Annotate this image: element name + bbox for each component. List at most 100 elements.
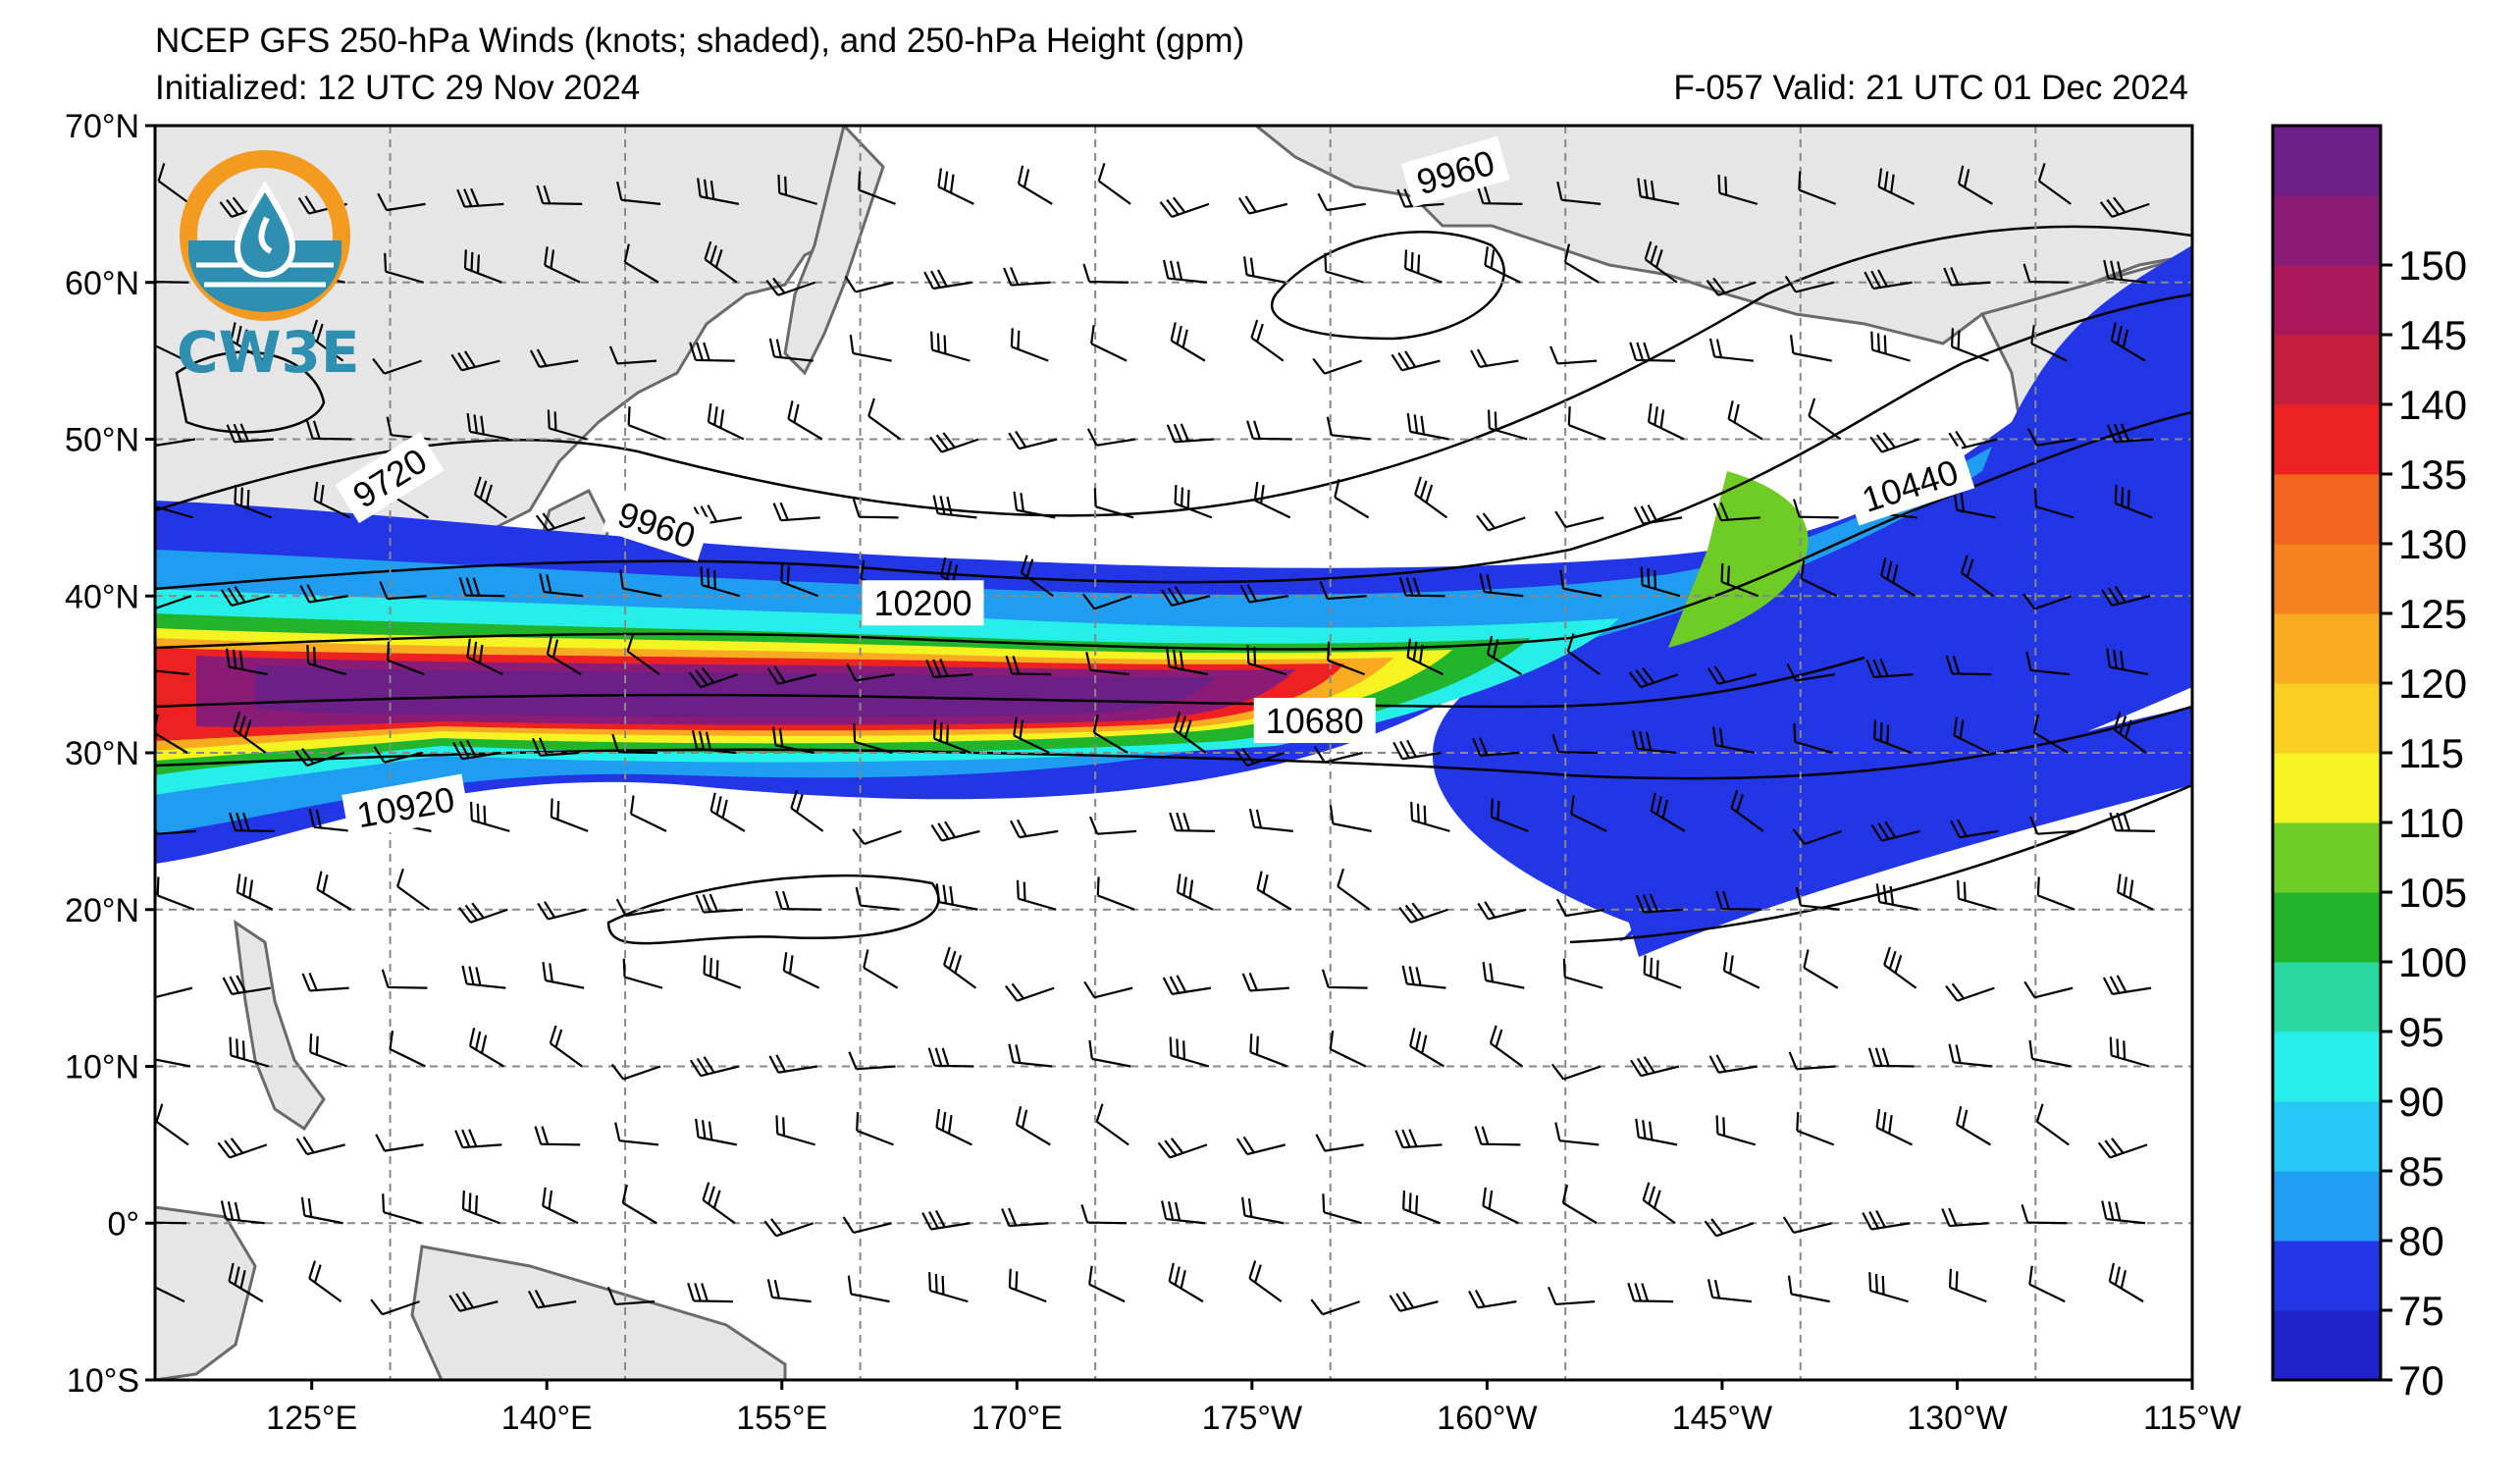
wind-barb	[1792, 499, 1839, 519]
colorbar-tick-label: 150	[2398, 242, 2467, 289]
wind-barb	[1334, 479, 1370, 519]
colorbar-tick-label: 115	[2398, 730, 2464, 776]
wind-barb	[2025, 652, 2071, 676]
wind-barb	[155, 428, 196, 447]
wind-barb	[529, 348, 579, 368]
wind-barb	[1727, 400, 1763, 441]
wind-barb	[1880, 556, 1916, 598]
wind-barb	[1097, 162, 1131, 205]
wind-barb	[1326, 416, 1371, 441]
wind-barb	[2101, 1200, 2146, 1225]
wind-barb	[230, 322, 266, 362]
wind-barb	[1081, 593, 1132, 610]
wind-barb	[921, 1209, 971, 1231]
wind-barb	[1793, 722, 1834, 755]
wind-barb	[157, 162, 191, 205]
wind-barb	[774, 890, 821, 911]
wind-barb	[856, 1112, 894, 1146]
wind-barb	[687, 1282, 733, 1303]
wind-barb	[155, 1221, 186, 1225]
wind-barb	[1787, 1275, 1830, 1303]
wind-barb	[1877, 168, 1916, 205]
wind-barb	[695, 1118, 738, 1146]
wind-barb	[1166, 648, 1209, 676]
wind-barb	[1945, 655, 1992, 676]
colorbar-swatch	[2273, 544, 2381, 614]
wind-barb	[2106, 648, 2149, 676]
wind-barb	[225, 648, 268, 676]
wind-barb	[1329, 1031, 1367, 1068]
wind-barb	[308, 808, 353, 832]
wind-barb	[1083, 980, 1133, 999]
wind-barb	[387, 641, 425, 676]
wind-barb	[1176, 874, 1214, 911]
wind-barb	[458, 902, 508, 924]
wind-barb	[942, 946, 977, 989]
wind-barb	[1632, 730, 1677, 755]
wind-barb	[689, 342, 735, 362]
wind-barb	[2037, 162, 2072, 205]
lon-tick-label: 130°W	[1907, 1400, 2007, 1437]
wind-barb	[535, 512, 586, 532]
wind-barb	[1020, 555, 1054, 598]
wind-barb	[220, 585, 271, 607]
wind-barb	[935, 883, 978, 911]
colorbar-swatch	[2273, 126, 2381, 196]
wind-barb	[707, 403, 745, 441]
longitude-ticks: 125°E 140°E 155°E 170°E 175°W 160°W 145°W 130°W…	[266, 1380, 2241, 1437]
wind-barb	[622, 958, 663, 989]
wind-barb	[867, 397, 902, 441]
wind-barb	[1644, 240, 1678, 284]
wind-barb	[1242, 256, 1286, 284]
wind-barb	[1950, 328, 1989, 362]
wind-barb	[1789, 335, 1832, 362]
wind-barb	[621, 1184, 657, 1225]
wind-barb	[1013, 491, 1056, 519]
wind-barb	[155, 668, 190, 676]
wind-barb	[923, 269, 972, 291]
wind-barb	[1715, 1115, 1757, 1146]
wind-barb	[1784, 275, 1834, 293]
wind-barb	[1487, 409, 1528, 441]
wind-barb	[1322, 1193, 1362, 1225]
lon-tick-label: 175°W	[1202, 1400, 1302, 1437]
wind-barb	[155, 1103, 189, 1146]
wind-barb	[1635, 893, 1684, 914]
colorbar-swatch	[2273, 962, 2381, 1033]
wind-barb	[466, 638, 503, 676]
wind-barb	[1317, 192, 1366, 212]
wind-barb	[468, 1028, 504, 1068]
wind-barb	[932, 495, 977, 519]
svg-text:10680: 10680	[1266, 701, 1364, 741]
wind-barb	[768, 338, 814, 362]
wind-barb	[546, 635, 582, 676]
wind-barb	[848, 1051, 896, 1071]
wind-barb	[1640, 566, 1681, 598]
wind-barb	[1862, 1209, 1911, 1231]
wind-barb	[619, 569, 662, 598]
wind-barb	[2103, 259, 2148, 284]
wind-barb	[310, 319, 344, 362]
wind-barb	[1957, 879, 1997, 911]
wind-barb	[1169, 812, 1215, 832]
wind-barb	[1237, 195, 1288, 215]
wind-barb	[1800, 559, 1838, 598]
wind-barb	[299, 584, 348, 604]
lat-tick-label: 10°N	[65, 1049, 139, 1086]
wind-barb	[1950, 819, 1999, 839]
init-time: Initialized: 12 UTC 29 Nov 2024	[155, 69, 641, 107]
wind-barb	[1086, 428, 1136, 447]
wind-barb	[1162, 259, 1208, 284]
wind-barb	[1708, 338, 1754, 362]
wind-barb	[537, 901, 587, 921]
wind-barb	[1159, 196, 1210, 218]
wind-barb	[766, 1279, 812, 1303]
wind-barb	[456, 187, 504, 208]
wind-barb	[372, 357, 422, 375]
wind-barb	[1706, 665, 1758, 685]
wind-barb	[1080, 1204, 1128, 1225]
wind-barb	[616, 181, 661, 205]
wind-barb	[316, 871, 352, 911]
wind-barb	[1249, 1033, 1288, 1068]
wind-barb	[1409, 1028, 1445, 1068]
